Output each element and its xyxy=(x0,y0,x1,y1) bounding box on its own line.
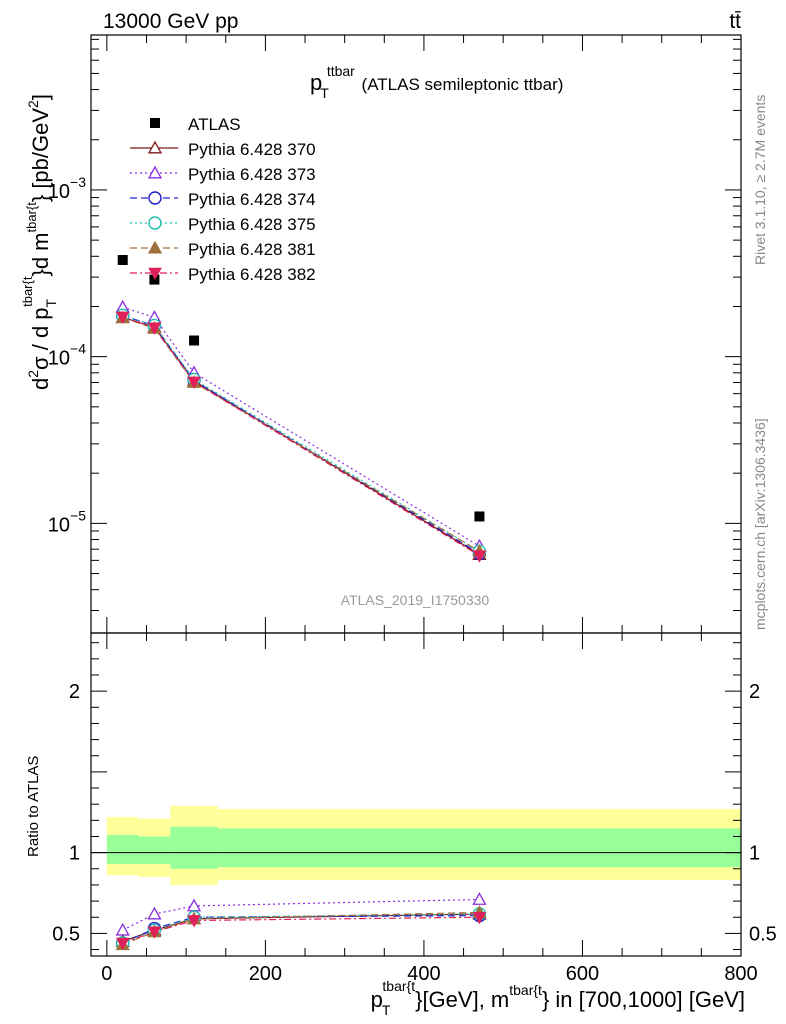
x-tick-label: 800 xyxy=(724,963,757,985)
ratio-frame xyxy=(90,632,742,957)
series-point-main-5 xyxy=(147,322,162,335)
data-point xyxy=(149,274,160,285)
chart-marks: ATLAS Pythia 6.428 370 Pythia 6.428 373 Pyt… xyxy=(115,115,487,951)
header-left: 13000 GeV pp xyxy=(103,10,238,33)
series-point-ratio-5 xyxy=(115,937,130,951)
x-tick-label: 600 xyxy=(566,963,599,985)
legend-label-5: Pythia 6.428 382 xyxy=(188,265,316,284)
ratio-y-tick-label-left: 0.5 xyxy=(52,923,80,945)
uncertainty-band-green-1 xyxy=(138,836,171,864)
legend-marker-4 xyxy=(147,240,163,254)
x-axis-label: pTtbar{t}[GeV], mtbar{t} in [700,1000] [… xyxy=(371,978,745,1018)
legend-marker-data xyxy=(150,118,160,128)
y-axis-label: d2σ / d pTtbar{t}d mtbar{t} [pb/GeV2] xyxy=(20,94,59,390)
data-point xyxy=(189,335,200,346)
uncertainty-band-green-0 xyxy=(106,834,139,864)
series-point-main-5 xyxy=(472,550,487,563)
analysis-watermark: ATLAS_2019_I1750330 xyxy=(341,592,490,608)
x-tick-label: 200 xyxy=(249,963,282,985)
legend-marker-2 xyxy=(148,191,162,205)
series-line-main-3 xyxy=(122,314,480,552)
chart-title: pTttbar (ATLAS semileptonic ttbar) xyxy=(310,63,563,101)
main-y-tick-label: 10−5 xyxy=(48,507,86,536)
series-line-ratio-3 xyxy=(122,913,480,944)
series-line-main-2 xyxy=(122,315,480,554)
uncertainty-band-green-3 xyxy=(217,828,741,868)
legend-marker-1 xyxy=(147,165,163,179)
series-line-ratio-5 xyxy=(122,916,480,944)
ratio-y-axis-label: Ratio to ATLAS xyxy=(25,756,42,857)
series-line-main-4 xyxy=(122,317,480,552)
legend-label-1: Pythia 6.428 373 xyxy=(188,165,316,184)
series-line-ratio-4 xyxy=(122,911,480,946)
series-line-ratio-1 xyxy=(122,898,480,931)
ratio-y-tick-label-right: 0.5 xyxy=(749,923,777,945)
series-line-main-5 xyxy=(122,316,480,557)
x-tick-label: 400 xyxy=(407,963,440,985)
legend-label-4: Pythia 6.428 381 xyxy=(188,240,316,259)
series-line-main-1 xyxy=(122,306,480,547)
header-right: tt̄ xyxy=(729,10,741,33)
legend-label-2: Pythia 6.428 374 xyxy=(188,190,316,209)
legend-label-3: Pythia 6.428 375 xyxy=(188,215,316,234)
legend-label-0: Pythia 6.428 370 xyxy=(188,140,316,159)
series-point-ratio-1 xyxy=(147,906,162,920)
x-tick-label: 0 xyxy=(101,963,112,985)
series-line-ratio-2 xyxy=(122,915,480,944)
main-y-tick-label: 10−3 xyxy=(48,174,86,203)
legend-marker-0 xyxy=(147,140,163,154)
series-point-ratio-1 xyxy=(115,922,130,936)
series-point-main-5 xyxy=(115,311,130,325)
series-point-ratio-5 xyxy=(472,911,487,925)
ratio-y-tick-label-right: 1 xyxy=(749,843,760,865)
series-point-ratio-5 xyxy=(147,926,162,939)
rivet-label: Rivet 3.1.10, ≥ 2.7M events xyxy=(752,95,768,265)
ratio-y-tick-label-left: 2 xyxy=(69,681,80,703)
uncertainty-band-green-2 xyxy=(170,826,218,869)
legend-label-data: ATLAS xyxy=(188,115,241,134)
series-point-main-5 xyxy=(187,376,201,389)
ratio-y-tick-label-left: 1 xyxy=(69,843,80,865)
data-point xyxy=(117,255,128,266)
legend-marker-5 xyxy=(148,267,162,281)
ratio-panel: 0.5 0.5 1 1 2 2 0 200 400 600 800 xyxy=(52,632,777,985)
series-point-ratio-5 xyxy=(187,915,201,928)
legend-marker-3 xyxy=(148,216,162,230)
data-point xyxy=(474,511,485,522)
mcplots-label: mcplots.cern.ch [arXiv:1306.3436] xyxy=(752,418,768,630)
ratio-y-tick-label-right: 2 xyxy=(749,681,760,703)
legend: ATLAS Pythia 6.428 370 Pythia 6.428 373 Pyt… xyxy=(130,115,316,284)
series-point-ratio-1 xyxy=(472,892,487,905)
main-y-tick-label: 10−4 xyxy=(48,341,86,370)
